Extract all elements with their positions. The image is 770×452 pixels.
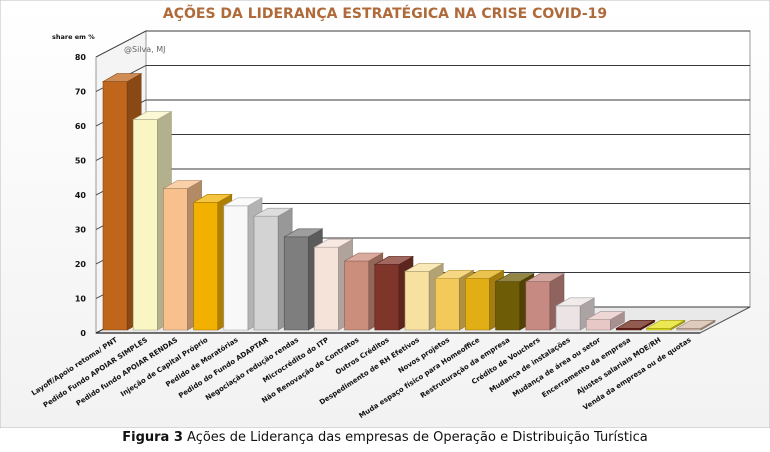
bar-front <box>495 281 521 331</box>
bar-top <box>373 256 415 265</box>
y-tick-label: 10 <box>75 295 87 304</box>
bar-front <box>223 205 249 331</box>
bar-front <box>585 319 611 331</box>
bar-front <box>314 246 339 331</box>
bar-top <box>162 180 203 189</box>
bar <box>524 273 566 331</box>
y-unit-label: share em % <box>52 33 95 41</box>
bar-top <box>132 111 173 120</box>
bar-front <box>465 277 490 331</box>
bar-front <box>283 236 309 331</box>
y-tick-label: 0 <box>80 329 86 338</box>
bar-top <box>192 194 233 203</box>
bar-top <box>252 207 294 217</box>
y-tick-label: 50 <box>75 157 87 166</box>
bar <box>585 311 626 331</box>
bar-top <box>283 228 324 238</box>
bar-top <box>645 319 686 329</box>
bar-front <box>434 277 460 331</box>
y-tick-label: 20 <box>75 260 87 269</box>
bar-top <box>554 297 596 307</box>
bar-front <box>404 271 430 331</box>
figure-caption: Figura 3 Ações de Liderança das empresas… <box>0 430 770 445</box>
bar-top <box>434 269 475 279</box>
bar-front <box>253 215 279 331</box>
bar-top <box>403 263 445 272</box>
bar-front <box>525 281 551 331</box>
bar-top <box>585 311 626 320</box>
bar <box>645 319 686 331</box>
y-tick-label: 30 <box>75 226 87 235</box>
bar-front <box>163 188 188 331</box>
y-tick-label: 70 <box>75 88 87 97</box>
bar-front <box>344 260 370 331</box>
bar-top <box>675 319 717 329</box>
bar-front <box>132 119 158 331</box>
y-tick-label: 60 <box>75 122 87 131</box>
bar-front <box>102 81 128 331</box>
bar-top <box>464 269 505 279</box>
chart-container: 0 10 20 30 40 50 60 70 80 Layoff/Apoio retoma/ P… <box>0 0 770 428</box>
bar-top <box>313 238 354 248</box>
figure-caption-text: Ações de Liderança das empresas de Opera… <box>187 430 648 445</box>
bar-top <box>343 252 384 262</box>
bar-top <box>222 197 264 207</box>
bar-top <box>615 319 656 329</box>
gridline <box>95 30 750 58</box>
y-tick-label: 40 <box>75 191 87 200</box>
bar <box>554 297 596 331</box>
figure-label: Figura 3 <box>122 430 183 445</box>
bar-front <box>193 202 219 331</box>
chart-credit: @Silva, MJ <box>124 45 166 54</box>
chart-title: AÇÕES DA LIDERANÇA ESTRATÉGICA NA CRISE … <box>163 4 607 22</box>
bar-top <box>101 73 143 82</box>
bar-top <box>494 273 535 283</box>
bar-front <box>374 264 400 331</box>
bar-front <box>555 305 581 331</box>
y-tick-label: 80 <box>75 53 87 62</box>
bar <box>615 319 656 331</box>
bar <box>675 319 717 331</box>
bar-top <box>524 273 566 283</box>
